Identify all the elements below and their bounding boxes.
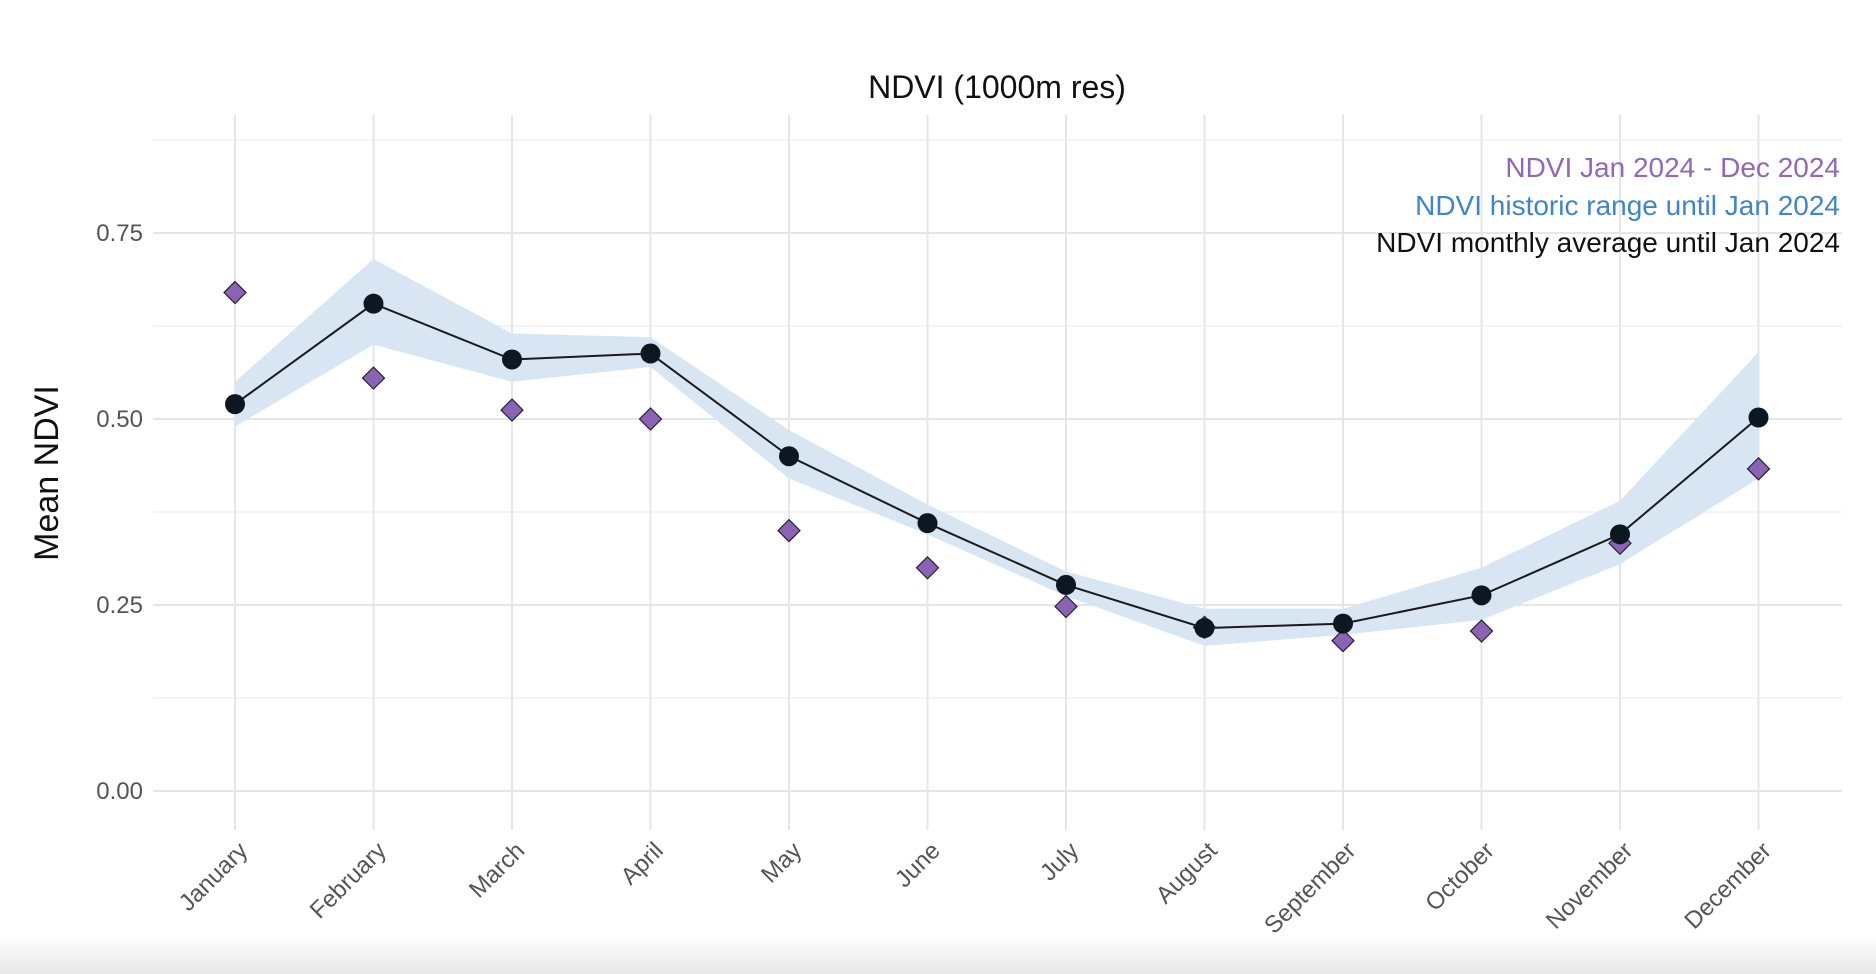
legend-historic-range: NDVI historic range until Jan 2024 [1415,190,1840,221]
current-year-point [1331,628,1355,653]
current-year-point [1469,619,1494,643]
current-year-point [1746,456,1771,481]
x-tick-label: March [464,837,530,903]
x-tick-label: June [890,837,946,893]
current-year-point [1054,594,1078,619]
grid-layer [153,115,1842,830]
historic-range-ribbon [235,259,1759,646]
bottom-fade [0,934,1876,974]
average-point [225,394,245,415]
current-year-point [223,280,247,305]
average-point [1610,524,1630,545]
average-line-layer [234,302,1760,630]
current-year-point [915,555,940,580]
x-tick-label: November [1541,837,1638,934]
y-tick-label: 0.50 [96,406,143,433]
y-tick-label: 0.00 [96,778,143,805]
average-point [1748,407,1769,428]
average-point [1333,613,1353,634]
x-tick-label: October [1420,837,1499,916]
points-layer [223,280,1771,653]
current-year-point [638,407,663,431]
y-tick-label: 0.25 [96,592,143,619]
average-point [1194,618,1215,639]
average-point [363,293,384,314]
average-point [1471,585,1492,606]
current-year-point [361,366,386,390]
average-point [917,513,938,534]
x-tick-label: December [1679,837,1776,934]
x-tick-label: August [1151,837,1223,909]
average-point [1056,574,1076,595]
ribbon-layer [235,259,1759,646]
x-tick-label: September [1259,837,1361,939]
current-year-point [777,518,801,543]
y-tick-label: 0.75 [96,220,143,247]
current-year-point [500,398,524,422]
average-point [640,343,661,364]
legend: NDVI Jan 2024 - Dec 2024 NDVI historic r… [1376,152,1840,258]
x-tick-label: July [1035,837,1084,886]
x-tick-label: February [305,837,392,924]
x-tick-label: April [616,837,669,890]
average-point [779,446,799,467]
x-tick-label: May [756,837,807,888]
average-point [502,349,522,370]
legend-monthly-average: NDVI monthly average until Jan 2024 [1376,227,1840,258]
y-axis-title: Mean NDVI [28,385,66,561]
chart-title: NDVI (1000m res) [868,69,1126,105]
average-line [234,302,1760,630]
x-tick-label: January [174,837,253,916]
legend-current-year: NDVI Jan 2024 - Dec 2024 [1505,152,1840,183]
